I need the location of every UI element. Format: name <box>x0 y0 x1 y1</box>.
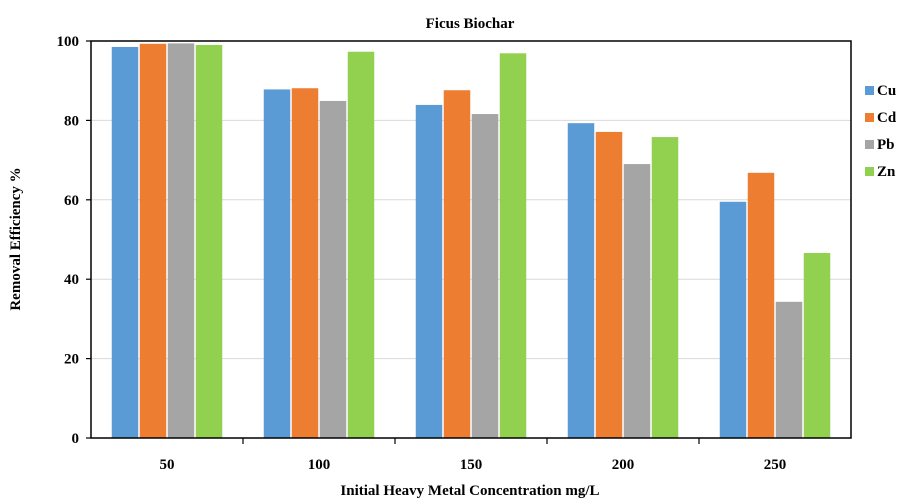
bar-cd-50 <box>139 43 167 439</box>
legend: Cu Cd Pb Zn <box>865 83 897 180</box>
y-tick-label: 20 <box>64 352 79 368</box>
legend-swatch-cd <box>865 113 874 122</box>
bar-pb-200 <box>623 164 651 438</box>
bar-cd-250 <box>747 172 775 438</box>
x-tick-label: 50 <box>160 457 175 473</box>
x-axis-label: Initial Heavy Metal Concentration mg/L <box>340 483 599 499</box>
bar-pb-250 <box>775 301 803 438</box>
bar-zn-100 <box>347 51 375 439</box>
y-axis-label: Removal Efficiency % <box>8 167 24 310</box>
y-tick-label: 80 <box>64 113 79 129</box>
x-tick-label: 250 <box>764 457 787 473</box>
legend-label-pb: Pb <box>877 137 895 153</box>
bar-cu-150 <box>415 104 443 439</box>
x-axis-ticks: 50 100 150 200 250 <box>160 438 787 473</box>
legend-label-cu: Cu <box>877 83 896 99</box>
legend-label-cd: Cd <box>877 110 897 126</box>
bar-pb-50 <box>167 43 195 439</box>
legend-swatch-zn <box>865 167 874 176</box>
x-tick-label: 200 <box>612 457 635 473</box>
x-tick-label: 100 <box>308 457 331 473</box>
bar-zn-200 <box>651 137 679 438</box>
legend-swatch-pb <box>865 140 874 149</box>
bar-zn-50 <box>195 44 223 438</box>
y-tick-label: 60 <box>64 193 79 209</box>
bar-cd-150 <box>443 90 471 438</box>
legend-swatch-cu <box>865 86 874 95</box>
y-tick-label: 40 <box>64 272 79 288</box>
bar-pb-150 <box>471 114 499 438</box>
bar-cu-100 <box>263 89 291 439</box>
bar-cu-250 <box>719 201 747 438</box>
bar-cu-50 <box>111 46 139 439</box>
y-tick-label: 0 <box>72 431 80 447</box>
chart-title: Ficus Biochar <box>426 16 515 32</box>
legend-label-zn: Zn <box>877 164 896 180</box>
y-axis-ticks: 0 20 40 60 80 100 <box>57 34 91 447</box>
bar-zn-250 <box>803 252 831 438</box>
x-tick-label: 150 <box>460 457 483 473</box>
bars-group <box>111 43 831 439</box>
bar-cd-200 <box>595 131 623 438</box>
bar-zn-150 <box>499 53 527 438</box>
bar-cu-200 <box>567 123 595 438</box>
bar-pb-100 <box>319 100 347 439</box>
y-tick-label: 100 <box>57 34 80 50</box>
plot-area-border <box>90 40 852 439</box>
bar-cd-100 <box>291 88 319 439</box>
